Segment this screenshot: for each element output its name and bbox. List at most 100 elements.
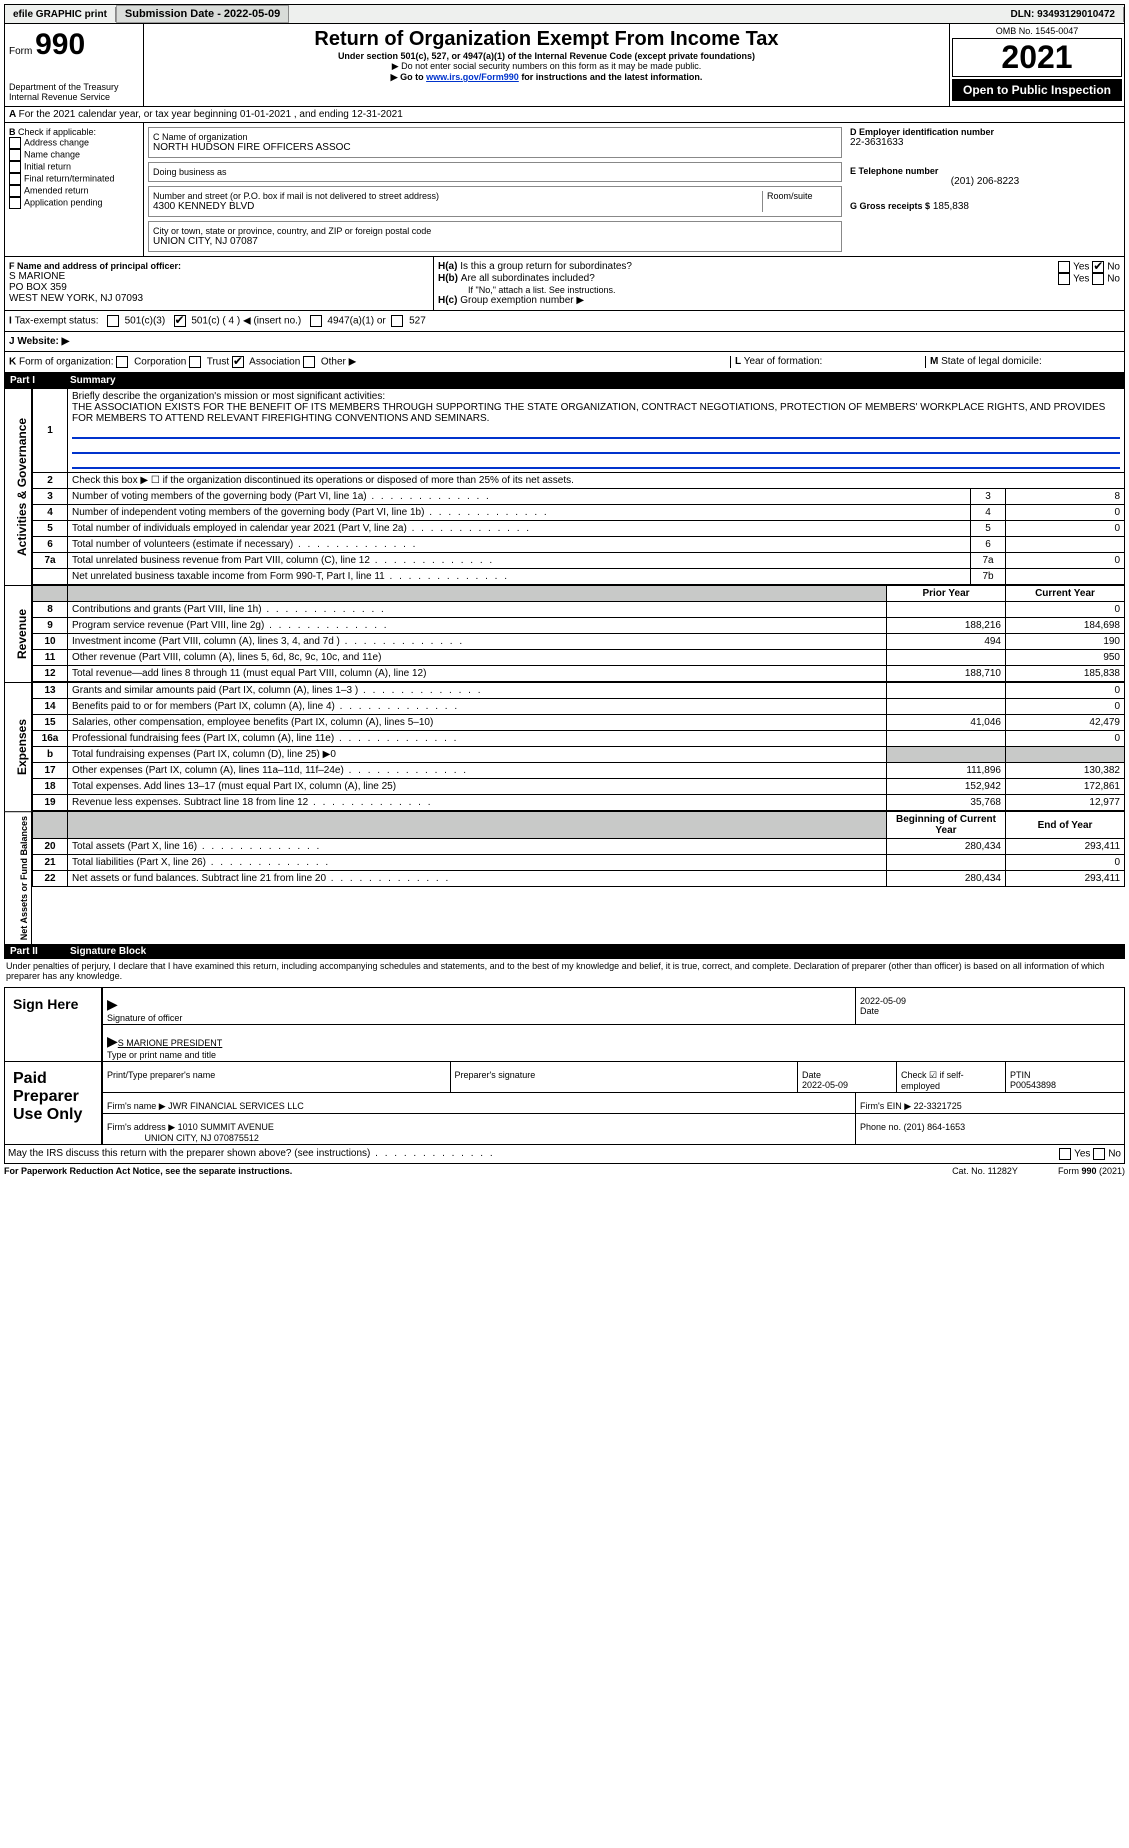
- Hb-no[interactable]: [1092, 273, 1104, 285]
- vlabel-revenue: Revenue: [4, 585, 32, 682]
- check-527[interactable]: [391, 315, 403, 327]
- part-1-header: Part I Summary: [4, 373, 1125, 388]
- city-value: UNION CITY, NJ 07087: [153, 236, 837, 247]
- check-trust[interactable]: [189, 356, 201, 368]
- officer-city: WEST NEW YORK, NJ 07093: [9, 293, 429, 304]
- efile-label: efile GRAPHIC print: [5, 7, 116, 22]
- form-footer: Form 990 (2021): [1058, 1166, 1125, 1176]
- exp-row: 17Other expenses (Part IX, column (A), l…: [33, 763, 1125, 779]
- Ha-no[interactable]: [1092, 261, 1104, 273]
- sign-here-block: Sign Here ▶Signature of officer 2022-05-…: [4, 987, 1125, 1062]
- rev-row: 8Contributions and grants (Part VIII, li…: [33, 602, 1125, 618]
- paperwork-notice: For Paperwork Reduction Act Notice, see …: [4, 1166, 292, 1176]
- exp-row: 13Grants and similar amounts paid (Part …: [33, 683, 1125, 699]
- omb-number: OMB No. 1545-0047: [952, 26, 1122, 36]
- sign-here-label: Sign Here: [5, 988, 102, 1061]
- line-J: J Website: ▶: [4, 332, 1125, 352]
- paid-preparer-block: Paid Preparer Use Only Print/Type prepar…: [4, 1062, 1125, 1145]
- check-501c3[interactable]: [107, 315, 119, 327]
- declaration-text: Under penalties of perjury, I declare th…: [4, 959, 1125, 983]
- rev-row: 9Program service revenue (Part VIII, lin…: [33, 618, 1125, 634]
- exp-row: 15Salaries, other compensation, employee…: [33, 715, 1125, 731]
- dept-treasury: Department of the Treasury: [9, 82, 139, 92]
- dba-label: Doing business as: [153, 167, 837, 177]
- dept-irs: Internal Revenue Service: [9, 92, 139, 102]
- gov-row: 4Number of independent voting members of…: [33, 505, 1125, 521]
- check-501c[interactable]: [174, 315, 186, 327]
- line-A: A For the 2021 calendar year, or tax yea…: [4, 107, 1125, 123]
- netassets-table: Beginning of Current YearEnd of Year 20T…: [32, 811, 1125, 887]
- rev-row: 12Total revenue—add lines 8 through 11 (…: [33, 666, 1125, 682]
- check-4947[interactable]: [310, 315, 322, 327]
- mission-text: THE ASSOCIATION EXISTS FOR THE BENEFIT O…: [72, 402, 1105, 424]
- top-bar: efile GRAPHIC print Submission Date - 20…: [4, 4, 1125, 24]
- vlabel-governance: Activities & Governance: [4, 388, 32, 585]
- check-address-change[interactable]: [9, 137, 21, 149]
- revenue-table: Prior YearCurrent Year 8Contributions an…: [32, 585, 1125, 682]
- may-irs-row: May the IRS discuss this return with the…: [4, 1145, 1125, 1164]
- D-label: D Employer identification number: [850, 127, 1120, 137]
- org-name: NORTH HUDSON FIRE OFFICERS ASSOC: [153, 142, 837, 153]
- vlabel-netassets: Net Assets or Fund Balances: [4, 811, 32, 944]
- Hb-yes[interactable]: [1058, 273, 1070, 285]
- vlabel-expenses: Expenses: [4, 682, 32, 811]
- Ha-yes[interactable]: [1058, 261, 1070, 273]
- E-label: E Telephone number: [850, 166, 1120, 176]
- check-final-return[interactable]: [9, 173, 21, 185]
- check-other[interactable]: [303, 356, 315, 368]
- irs-yes[interactable]: [1059, 1148, 1071, 1160]
- gov-row: 7aTotal unrelated business revenue from …: [33, 553, 1125, 569]
- check-initial-return[interactable]: [9, 161, 21, 173]
- addr-label: Number and street (or P.O. box if mail i…: [153, 191, 762, 201]
- gov-row: 6Total number of volunteers (estimate if…: [33, 537, 1125, 553]
- street-address: 4300 KENNEDY BLVD: [153, 201, 762, 212]
- F-label: F Name and address of principal officer:: [9, 261, 429, 271]
- gross-receipts: 185,838: [933, 201, 969, 212]
- check-app-pending[interactable]: [9, 197, 21, 209]
- officer-name: S MARIONE: [9, 271, 429, 282]
- line-I: I Tax-exempt status: 501(c)(3) 501(c) ( …: [4, 311, 1125, 332]
- ein-value: 22-3631633: [850, 137, 1120, 148]
- goto-line: ▶ Go to www.irs.gov/Form990 for instruct…: [148, 72, 945, 83]
- expenses-table: 13Grants and similar amounts paid (Part …: [32, 682, 1125, 811]
- paid-preparer-label: Paid Preparer Use Only: [5, 1062, 102, 1144]
- form-subtitle: Under section 501(c), 527, or 4947(a)(1)…: [148, 51, 945, 61]
- block-B-G: B Check if applicable: Address change Na…: [4, 123, 1125, 257]
- signer-name: S MARIONE PRESIDENT: [118, 1038, 223, 1048]
- block-F-H: F Name and address of principal officer:…: [4, 257, 1125, 311]
- cat-no: Cat. No. 11282Y: [952, 1166, 1018, 1176]
- exp-row: 19Revenue less expenses. Subtract line 1…: [33, 795, 1125, 811]
- gov-row: 5Total number of individuals employed in…: [33, 521, 1125, 537]
- check-corp[interactable]: [116, 356, 128, 368]
- submission-date-button[interactable]: Submission Date - 2022-05-09: [116, 5, 289, 23]
- line-K: K Form of organization: Corporation Trus…: [4, 352, 1125, 373]
- rev-row: 11Other revenue (Part VIII, column (A), …: [33, 650, 1125, 666]
- net-row: 20Total assets (Part X, line 16)280,4342…: [33, 839, 1125, 855]
- irs-link[interactable]: www.irs.gov/Form990: [426, 72, 519, 82]
- irs-no[interactable]: [1093, 1148, 1105, 1160]
- form-number: 990: [35, 28, 85, 61]
- gov-row: Net unrelated business taxable income fr…: [33, 569, 1125, 585]
- firm-ein: 22-3321725: [914, 1101, 962, 1111]
- firm-addr: 1010 SUMMIT AVENUE: [178, 1122, 274, 1132]
- exp-row: 18Total expenses. Add lines 13–17 (must …: [33, 779, 1125, 795]
- gov-row: 3Number of voting members of the governi…: [33, 489, 1125, 505]
- open-public-badge: Open to Public Inspection: [952, 79, 1122, 101]
- phone-value: (201) 206-8223: [850, 176, 1120, 187]
- city-label: City or town, state or province, country…: [153, 226, 837, 236]
- prep-phone: (201) 864-1653: [904, 1122, 966, 1132]
- form-title: Return of Organization Exempt From Incom…: [148, 28, 945, 51]
- check-amended[interactable]: [9, 185, 21, 197]
- G-label: G Gross receipts $: [850, 201, 930, 211]
- ssn-note: ▶ Do not enter social security numbers o…: [148, 61, 945, 72]
- room-label: Room/suite: [762, 191, 837, 212]
- check-assoc[interactable]: [232, 356, 244, 368]
- form-header: Form 990 Department of the Treasury Inte…: [4, 24, 1125, 107]
- rev-row: 10Investment income (Part VIII, column (…: [33, 634, 1125, 650]
- tax-year: 2021: [952, 38, 1122, 77]
- firm-name: JWR FINANCIAL SERVICES LLC: [168, 1101, 304, 1111]
- officer-po: PO BOX 359: [9, 282, 429, 293]
- net-row: 22Net assets or fund balances. Subtract …: [33, 871, 1125, 887]
- C-label: C Name of organization: [153, 132, 837, 142]
- check-name-change[interactable]: [9, 149, 21, 161]
